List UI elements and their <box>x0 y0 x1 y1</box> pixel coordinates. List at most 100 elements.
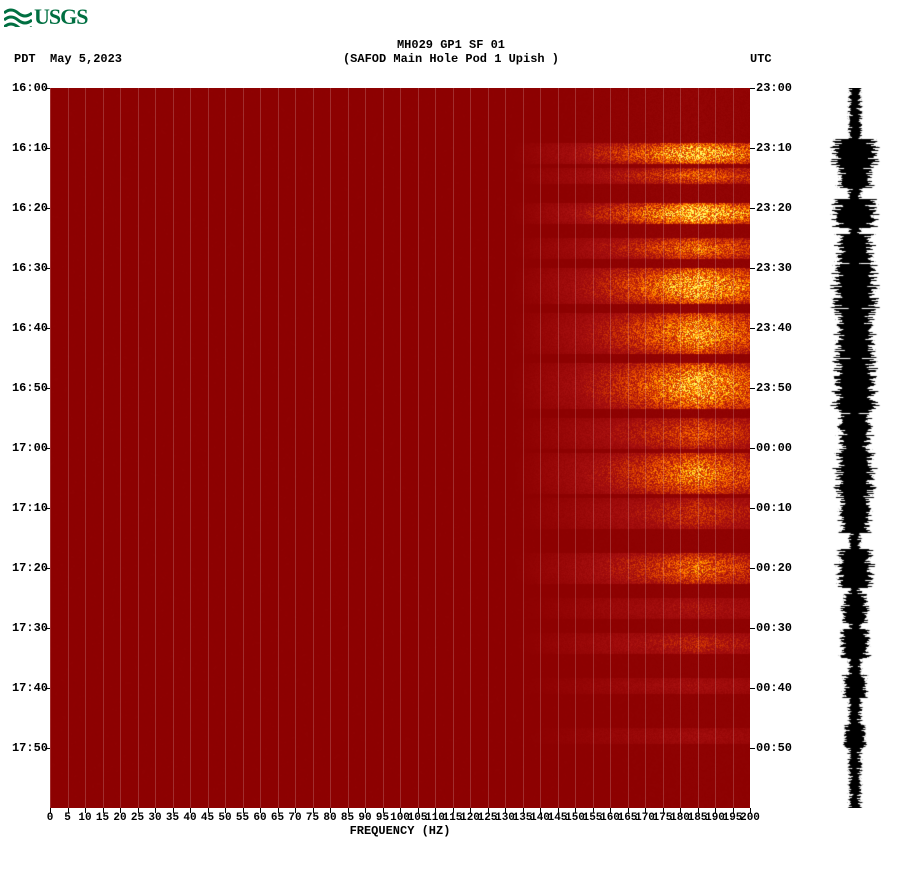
spectrogram-vgridline <box>120 88 121 808</box>
x-tick-label: 55 <box>236 812 249 824</box>
x-tick-label: 75 <box>306 812 319 824</box>
y-left-tick: 16:10 <box>8 141 48 155</box>
y-right-tickmark <box>750 748 755 749</box>
y-right-tickmark <box>750 688 755 689</box>
spectrogram-vgridline <box>138 88 139 808</box>
y-left-tickmark <box>45 328 50 329</box>
y-left-tick: 17:50 <box>8 741 48 755</box>
spectrogram-vgridline <box>470 88 471 808</box>
x-tick-label: 0 <box>47 812 54 824</box>
x-axis-label: FREQUENCY (HZ) <box>50 824 750 838</box>
spectrogram-vgridline <box>418 88 419 808</box>
spectrogram-vgridline <box>225 88 226 808</box>
spectrogram-vgridline <box>558 88 559 808</box>
y-left-tick: 16:40 <box>8 321 48 335</box>
x-tick-label: 15 <box>96 812 109 824</box>
spectrogram-vgridline <box>313 88 314 808</box>
spectrogram-vgridline <box>505 88 506 808</box>
spectrogram-vgridline <box>383 88 384 808</box>
spectrogram-vgridline <box>733 88 734 808</box>
x-tick-label: 50 <box>218 812 231 824</box>
waveform-panel <box>816 88 894 808</box>
y-right-tickmark <box>750 388 755 389</box>
spectrogram-vgridline <box>698 88 699 808</box>
y-left-tickmark <box>45 508 50 509</box>
spectrogram-vgridline <box>365 88 366 808</box>
y-left-tickmark <box>45 688 50 689</box>
y-left-tick: 17:00 <box>8 441 48 455</box>
y-right-tickmark <box>750 88 755 89</box>
spectrogram-vgridline <box>575 88 576 808</box>
y-left-tick: 16:50 <box>8 381 48 395</box>
y-right-tick: 23:50 <box>756 381 800 395</box>
x-tick-label: 30 <box>148 812 161 824</box>
spectrogram-vgridline <box>173 88 174 808</box>
spectrogram-vgridline <box>103 88 104 808</box>
y-left-tickmark <box>45 268 50 269</box>
spectrogram-vgridline <box>330 88 331 808</box>
x-tick-label: 80 <box>323 812 336 824</box>
x-tick-label: 95 <box>376 812 389 824</box>
spectrogram-vgridline <box>208 88 209 808</box>
y-left-tick: 16:20 <box>8 201 48 215</box>
x-tick-label: 85 <box>341 812 354 824</box>
left-timezone-label: PDT <box>14 52 36 66</box>
right-timezone-label: UTC <box>750 52 772 66</box>
x-tick-label: 70 <box>288 812 301 824</box>
y-left-tickmark <box>45 388 50 389</box>
y-left-tickmark <box>45 568 50 569</box>
spectrogram-vgridline <box>348 88 349 808</box>
y-left-tickmark <box>45 748 50 749</box>
y-left-tickmark <box>45 628 50 629</box>
y-right-tickmark <box>750 508 755 509</box>
spectrogram-vgridline <box>50 88 51 808</box>
spectrogram-vgridline <box>663 88 664 808</box>
y-right-tick: 23:10 <box>756 141 800 155</box>
y-right-tick: 00:20 <box>756 561 800 575</box>
spectrogram-vgridline <box>400 88 401 808</box>
x-axis-ticks: 0510152025303540455055606570758085909510… <box>50 808 750 824</box>
y-right-tick: 00:50 <box>756 741 800 755</box>
spectrogram-vgridline <box>488 88 489 808</box>
y-left-tickmark <box>45 448 50 449</box>
spectrogram-vgridline <box>68 88 69 808</box>
y-left-tick: 17:20 <box>8 561 48 575</box>
y-right-tick: 00:10 <box>756 501 800 515</box>
spectrogram-vgridline <box>523 88 524 808</box>
y-right-tick: 23:30 <box>756 261 800 275</box>
y-left-tick: 17:30 <box>8 621 48 635</box>
spectrogram-vgridline <box>295 88 296 808</box>
y-right-tick: 00:30 <box>756 621 800 635</box>
y-right-tickmark <box>750 148 755 149</box>
y-left-tick: 16:00 <box>8 81 48 95</box>
spectrogram-vgridline <box>278 88 279 808</box>
usgs-text: USGS <box>34 4 87 30</box>
spectrogram-vgridline <box>715 88 716 808</box>
spectrogram-vgridline <box>628 88 629 808</box>
waveform-canvas <box>816 88 894 808</box>
spectrogram-vgridline <box>645 88 646 808</box>
y-left-tickmark <box>45 148 50 149</box>
x-tick-label: 65 <box>271 812 284 824</box>
x-tick-label: 10 <box>78 812 91 824</box>
spectrogram-vgridline <box>540 88 541 808</box>
x-tick-label: 25 <box>131 812 144 824</box>
y-right-tickmark <box>750 628 755 629</box>
spectrogram-vgridline <box>190 88 191 808</box>
x-tick-label: 90 <box>358 812 371 824</box>
x-tick-label: 35 <box>166 812 179 824</box>
y-axis-left-ticks: 16:0016:1016:2016:3016:4016:5017:0017:10… <box>8 88 48 808</box>
chart-title-line1: MH029 GP1 SF 01 <box>0 38 902 52</box>
y-left-tick: 17:10 <box>8 501 48 515</box>
spectrogram-vgridline <box>243 88 244 808</box>
spectrogram-vgridline <box>85 88 86 808</box>
y-left-tick: 16:30 <box>8 261 48 275</box>
x-tick-label: 45 <box>201 812 214 824</box>
spectrogram-vgridline <box>593 88 594 808</box>
y-right-tick: 00:00 <box>756 441 800 455</box>
y-right-tickmark <box>750 448 755 449</box>
y-right-tick: 23:00 <box>756 81 800 95</box>
usgs-waves-icon <box>4 7 32 27</box>
date-label: May 5,2023 <box>50 52 122 66</box>
y-right-tick: 23:20 <box>756 201 800 215</box>
